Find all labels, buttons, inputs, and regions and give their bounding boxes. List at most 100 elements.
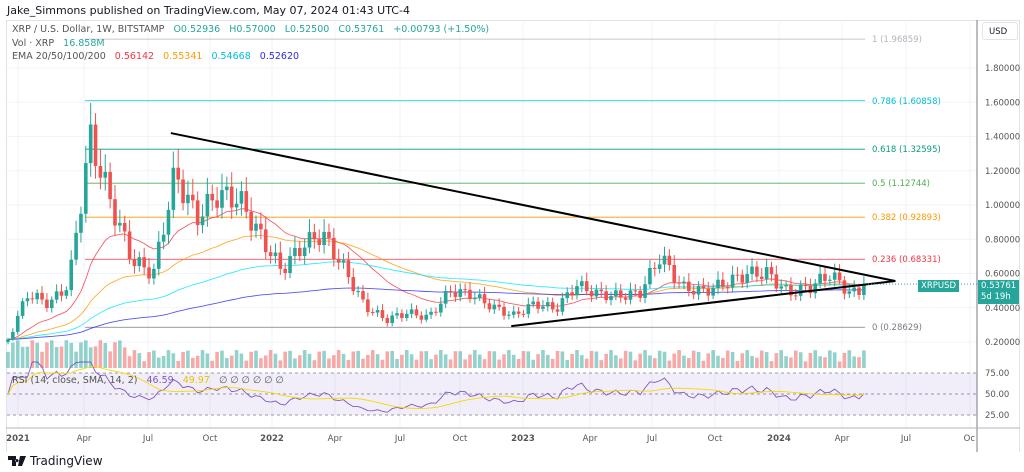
rsi-axis-label: 50.00	[985, 390, 1009, 400]
candle	[122, 222, 127, 232]
volume-bar	[370, 350, 375, 368]
candle	[249, 211, 253, 231]
chart-frame	[6, 20, 1020, 452]
time-axis-label: 2021	[6, 434, 30, 444]
time-axis-label: Oct	[708, 434, 723, 444]
candle	[721, 279, 725, 287]
tradingview-logo[interactable]: TradingView	[8, 454, 103, 468]
candle	[137, 257, 142, 267]
rsi-line	[7, 361, 865, 413]
candle	[808, 285, 813, 294]
volume-bar	[103, 342, 108, 368]
time-axis-label: Apr	[583, 434, 598, 444]
volume-bar	[487, 351, 492, 368]
volume-bar	[789, 357, 793, 368]
volume-bar	[385, 351, 390, 368]
volume-bar	[88, 347, 93, 368]
price-axis-label: 0.80000	[985, 235, 1020, 245]
candle	[852, 287, 856, 292]
volume-bar	[541, 350, 545, 368]
candle	[390, 315, 394, 324]
time-axis-label: Jul	[900, 434, 911, 444]
time-axis-label: 2022	[260, 434, 284, 444]
candle	[623, 297, 628, 300]
time-axis-label: 2023	[511, 434, 535, 444]
candle	[706, 288, 711, 296]
candle	[317, 239, 322, 246]
volume-bar	[400, 354, 404, 368]
candle	[152, 268, 156, 279]
candle	[254, 223, 258, 231]
candle	[798, 284, 803, 296]
volume-bar	[857, 357, 861, 368]
candle	[25, 298, 30, 302]
volume-bar	[842, 352, 847, 368]
volume-bar	[268, 350, 273, 368]
candle	[862, 284, 866, 296]
volume-bar	[195, 355, 200, 368]
candle	[696, 285, 701, 295]
volume-bar	[414, 359, 419, 368]
volume-bar	[531, 359, 536, 368]
candle	[234, 203, 239, 208]
candle	[132, 259, 137, 267]
candle	[638, 290, 642, 298]
volume-bar	[113, 342, 117, 368]
candle	[813, 283, 818, 294]
candle	[759, 276, 764, 279]
volume-bar	[774, 353, 779, 368]
volume-bar	[677, 350, 681, 368]
candle	[784, 285, 788, 287]
time-axis-label: 2024	[767, 434, 791, 444]
volume-bar	[507, 350, 511, 368]
volume-bar	[657, 350, 662, 368]
candle	[584, 281, 589, 292]
volume-bar	[409, 354, 414, 368]
volume-bar	[550, 358, 555, 368]
volume-bar	[59, 346, 64, 368]
volume-bar	[11, 342, 15, 368]
candle	[740, 274, 745, 283]
rsi-sma-value: 49.97	[182, 375, 210, 386]
volume-bar	[618, 358, 623, 368]
price-axis-label: 1.60000	[985, 98, 1020, 108]
candle	[103, 171, 108, 178]
candle	[604, 291, 608, 301]
brand-name: TradingView	[30, 454, 103, 468]
candle	[439, 303, 443, 313]
candle	[54, 291, 59, 300]
volume-bar	[555, 350, 560, 368]
volume-bar	[648, 355, 652, 368]
candle	[448, 290, 453, 293]
candle	[273, 252, 278, 257]
volume-bar	[526, 351, 531, 368]
volume-bar	[147, 352, 151, 368]
candle	[497, 304, 501, 307]
volume-bar	[98, 340, 103, 368]
volume-bar	[473, 350, 477, 368]
volume-bar	[604, 353, 608, 368]
candle	[414, 309, 419, 316]
volume-bar	[395, 358, 399, 368]
candle	[366, 299, 370, 313]
candle	[59, 291, 64, 296]
candle	[346, 260, 351, 278]
candle	[220, 190, 224, 208]
volume-bar	[49, 340, 54, 368]
volume-bar	[346, 359, 351, 368]
candle	[268, 252, 273, 257]
volume-bar	[803, 361, 808, 368]
volume-bar	[380, 359, 385, 368]
candle	[555, 309, 560, 312]
candle	[677, 282, 681, 284]
candle	[502, 306, 506, 316]
candle	[857, 287, 861, 296]
candle	[745, 274, 749, 283]
volume-bar	[477, 354, 482, 368]
volume-bar	[492, 351, 497, 368]
currency-button[interactable]: USD	[982, 22, 1018, 40]
candle	[181, 179, 185, 204]
candle	[176, 167, 181, 180]
bar-countdown: 5d 19h	[981, 292, 1011, 302]
